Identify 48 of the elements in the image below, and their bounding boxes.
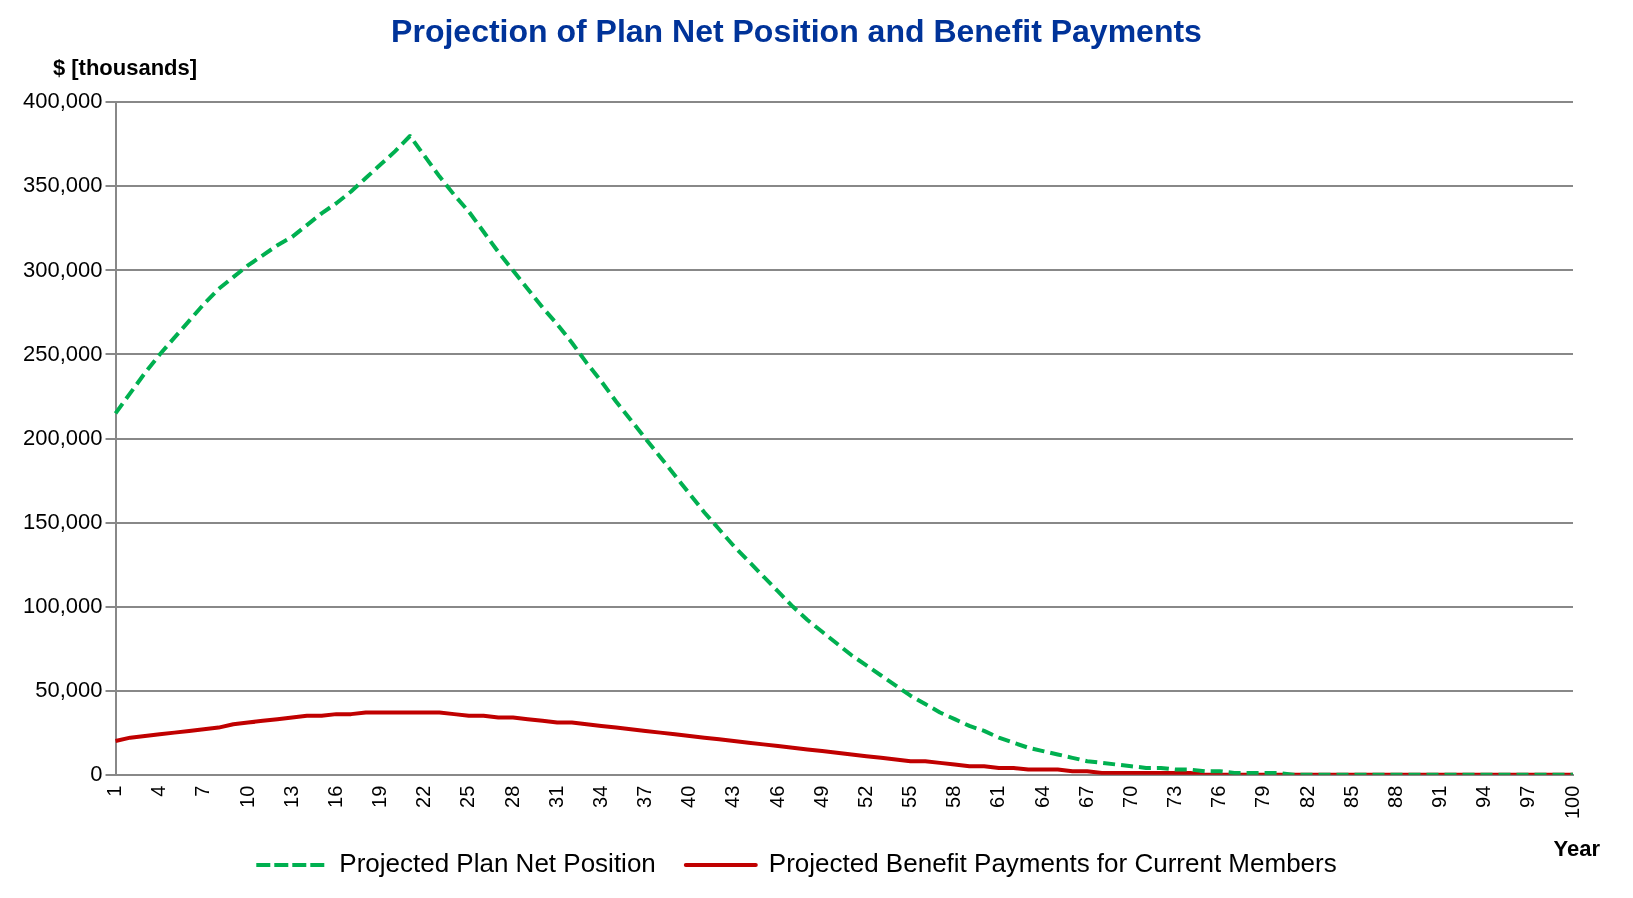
x-tick-label: 58: [942, 785, 965, 808]
x-tick-label: 28: [500, 785, 523, 808]
y-tick-label: 200,000: [22, 424, 103, 450]
legend-label: Projected Benefit Payments for Current Members: [768, 848, 1337, 879]
x-tick-label: 64: [1030, 785, 1053, 808]
y-tick-label: 400,000: [22, 88, 103, 114]
x-tick-label: 52: [853, 785, 876, 808]
x-tick-label: 70: [1118, 785, 1141, 808]
x-tick-label: 10: [235, 785, 258, 808]
y-tick-label: 150,000: [22, 508, 103, 534]
x-tick-label: 88: [1383, 785, 1406, 808]
x-axis-title: Year: [1553, 836, 1601, 862]
x-tick-label: 67: [1074, 785, 1097, 808]
x-tick-label: 79: [1251, 785, 1274, 808]
x-tick-label: 85: [1339, 785, 1362, 808]
x-tick-label: 40: [677, 785, 700, 808]
x-tick-label: 43: [721, 785, 744, 808]
x-tick-label: 22: [412, 785, 435, 808]
x-tick-label: 37: [633, 785, 656, 808]
x-tick-label: 1: [103, 785, 126, 797]
x-tick-label: 31: [544, 785, 567, 808]
y-tick-label: 350,000: [22, 172, 103, 198]
y-tick-label: 100,000: [22, 592, 103, 618]
x-tick-label: 19: [368, 785, 391, 808]
x-tick-label: 13: [279, 785, 302, 808]
y-tick-label: 250,000: [22, 340, 103, 366]
chart-title: Projection of Plan Net Position and Benefit Payments: [391, 13, 1202, 50]
x-tick-label: 46: [765, 785, 788, 808]
x-tick-label: 82: [1295, 785, 1318, 808]
x-tick-label: 94: [1472, 785, 1495, 808]
x-tick-label: 25: [456, 785, 479, 808]
x-tick-label: 100: [1560, 785, 1583, 820]
x-tick-label: 61: [986, 785, 1009, 808]
x-tick-label: 73: [1163, 785, 1186, 808]
x-tick-label: 91: [1428, 785, 1451, 808]
y-axis-title: $ [thousands]: [52, 55, 198, 81]
x-tick-label: 4: [147, 785, 170, 797]
x-tick-label: 97: [1516, 785, 1539, 808]
legend-label: Projected Plan Net Position: [339, 848, 656, 879]
y-tick-label: 300,000: [22, 256, 103, 282]
y-tick-label: 0: [90, 760, 103, 786]
x-tick-label: 49: [809, 785, 832, 808]
x-tick-label: 76: [1207, 785, 1230, 808]
x-tick-label: 34: [588, 785, 611, 808]
x-tick-label: 16: [323, 785, 346, 808]
x-tick-label: 7: [191, 785, 214, 797]
y-tick-label: 50,000: [35, 676, 103, 702]
x-tick-label: 55: [898, 785, 921, 808]
